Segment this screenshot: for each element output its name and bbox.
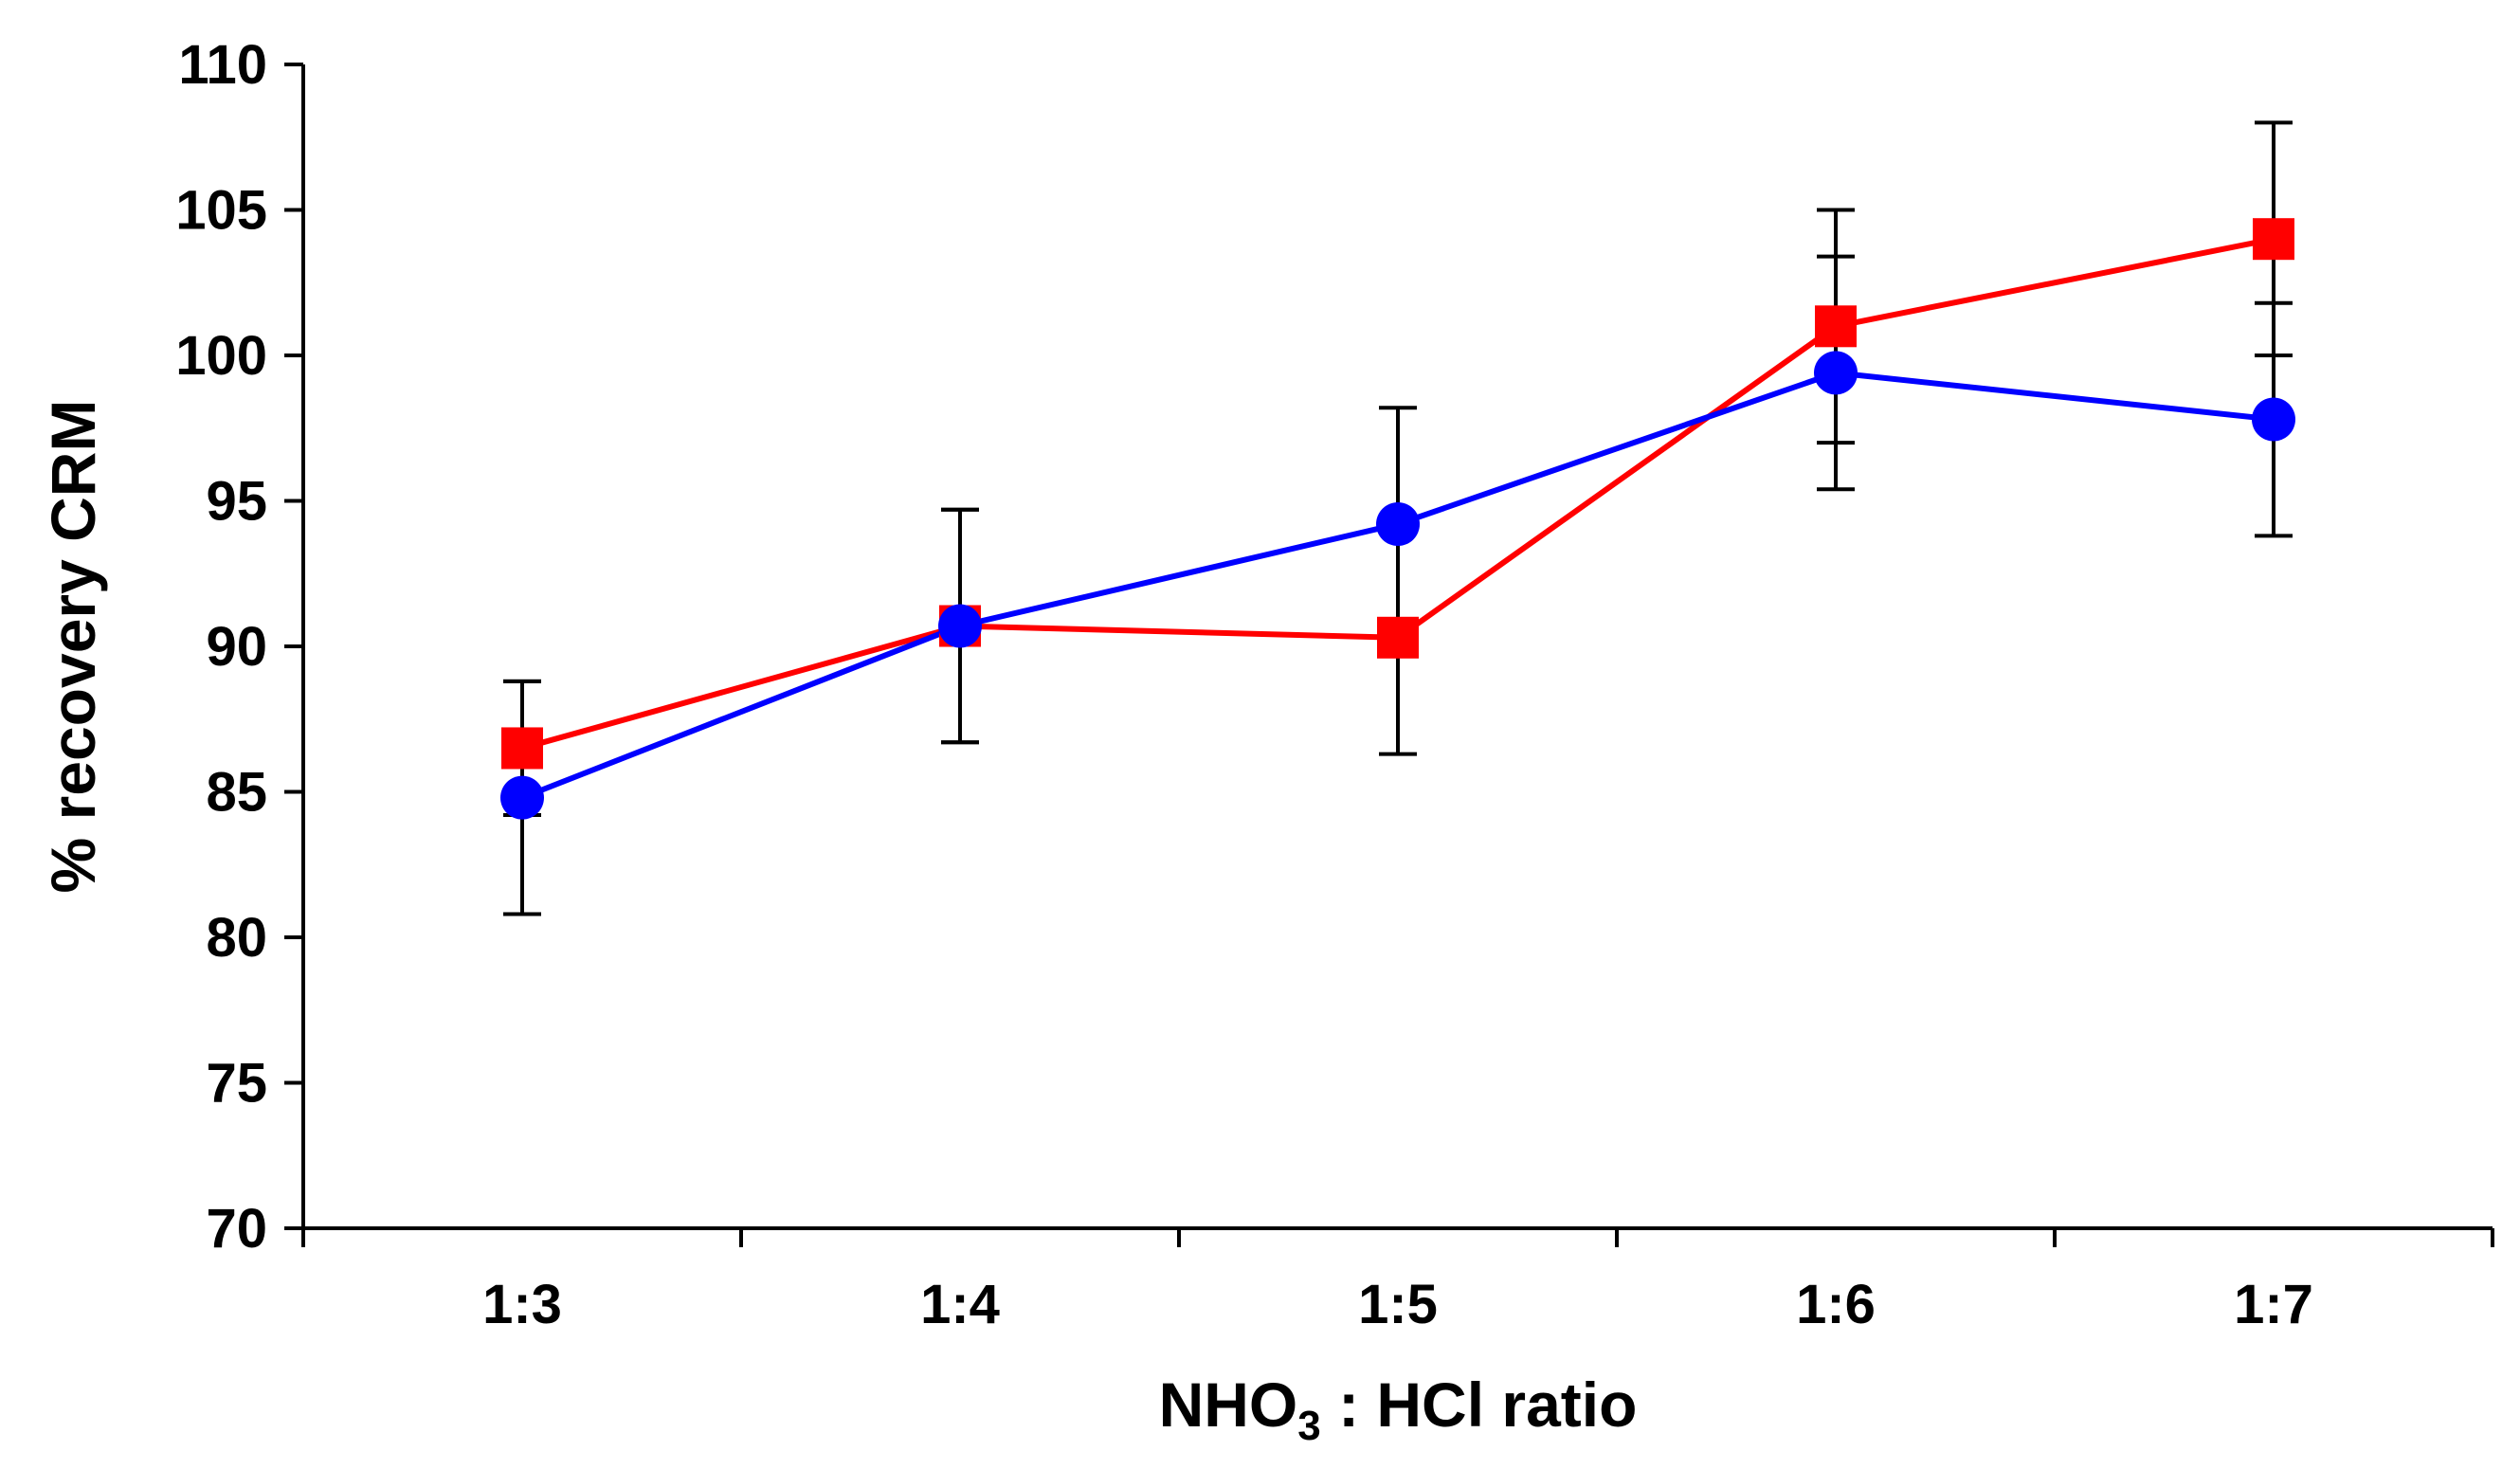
- y-axis-ticks: 70 75 80 85 90 95 100 105 110: [175, 34, 303, 1260]
- x-axis-title: NHO3 : HCl ratio: [1159, 1369, 1638, 1449]
- y-axis-title: % recovery CRM: [38, 400, 108, 894]
- data-point-red-square: [1815, 305, 1857, 348]
- y-tick-label: 90: [206, 616, 267, 678]
- y-tick-label: 95: [206, 471, 267, 533]
- data-point-red-square: [1377, 616, 1419, 659]
- x-tick-label: 1:5: [1358, 1274, 1438, 1335]
- x-axis-title-prefix: NHO: [1159, 1369, 1298, 1440]
- series-markers: [500, 218, 2295, 820]
- x-axis-ticks: 1:3 1:4 1:5 1:6 1:7: [301, 1228, 2494, 1335]
- y-tick-label: 85: [206, 762, 267, 824]
- data-point-blue-circle: [1814, 351, 1858, 395]
- data-point-blue-circle: [1376, 502, 1420, 547]
- data-point-red-square: [2253, 218, 2294, 261]
- data-point-blue-circle: [938, 604, 982, 648]
- y-tick-label: 75: [206, 1053, 267, 1115]
- y-tick-label: 105: [175, 180, 267, 242]
- data-point-red-square: [501, 727, 543, 770]
- y-tick-label: 100: [175, 325, 267, 387]
- data-point-blue-circle: [2252, 397, 2295, 442]
- x-axis-title-suffix: : HCl ratio: [1321, 1369, 1638, 1440]
- x-tick-label: 1:4: [920, 1274, 1000, 1335]
- x-tick-label: 1:3: [482, 1274, 562, 1335]
- x-tick-label: 1:7: [2234, 1274, 2313, 1335]
- x-axis-title-subscript: 3: [1297, 1403, 1320, 1449]
- y-tick-label: 80: [206, 907, 267, 969]
- data-point-blue-circle: [500, 775, 544, 820]
- y-tick-label: 70: [206, 1198, 267, 1260]
- x-tick-label: 1:6: [1796, 1274, 1876, 1335]
- y-tick-label: 110: [178, 34, 267, 96]
